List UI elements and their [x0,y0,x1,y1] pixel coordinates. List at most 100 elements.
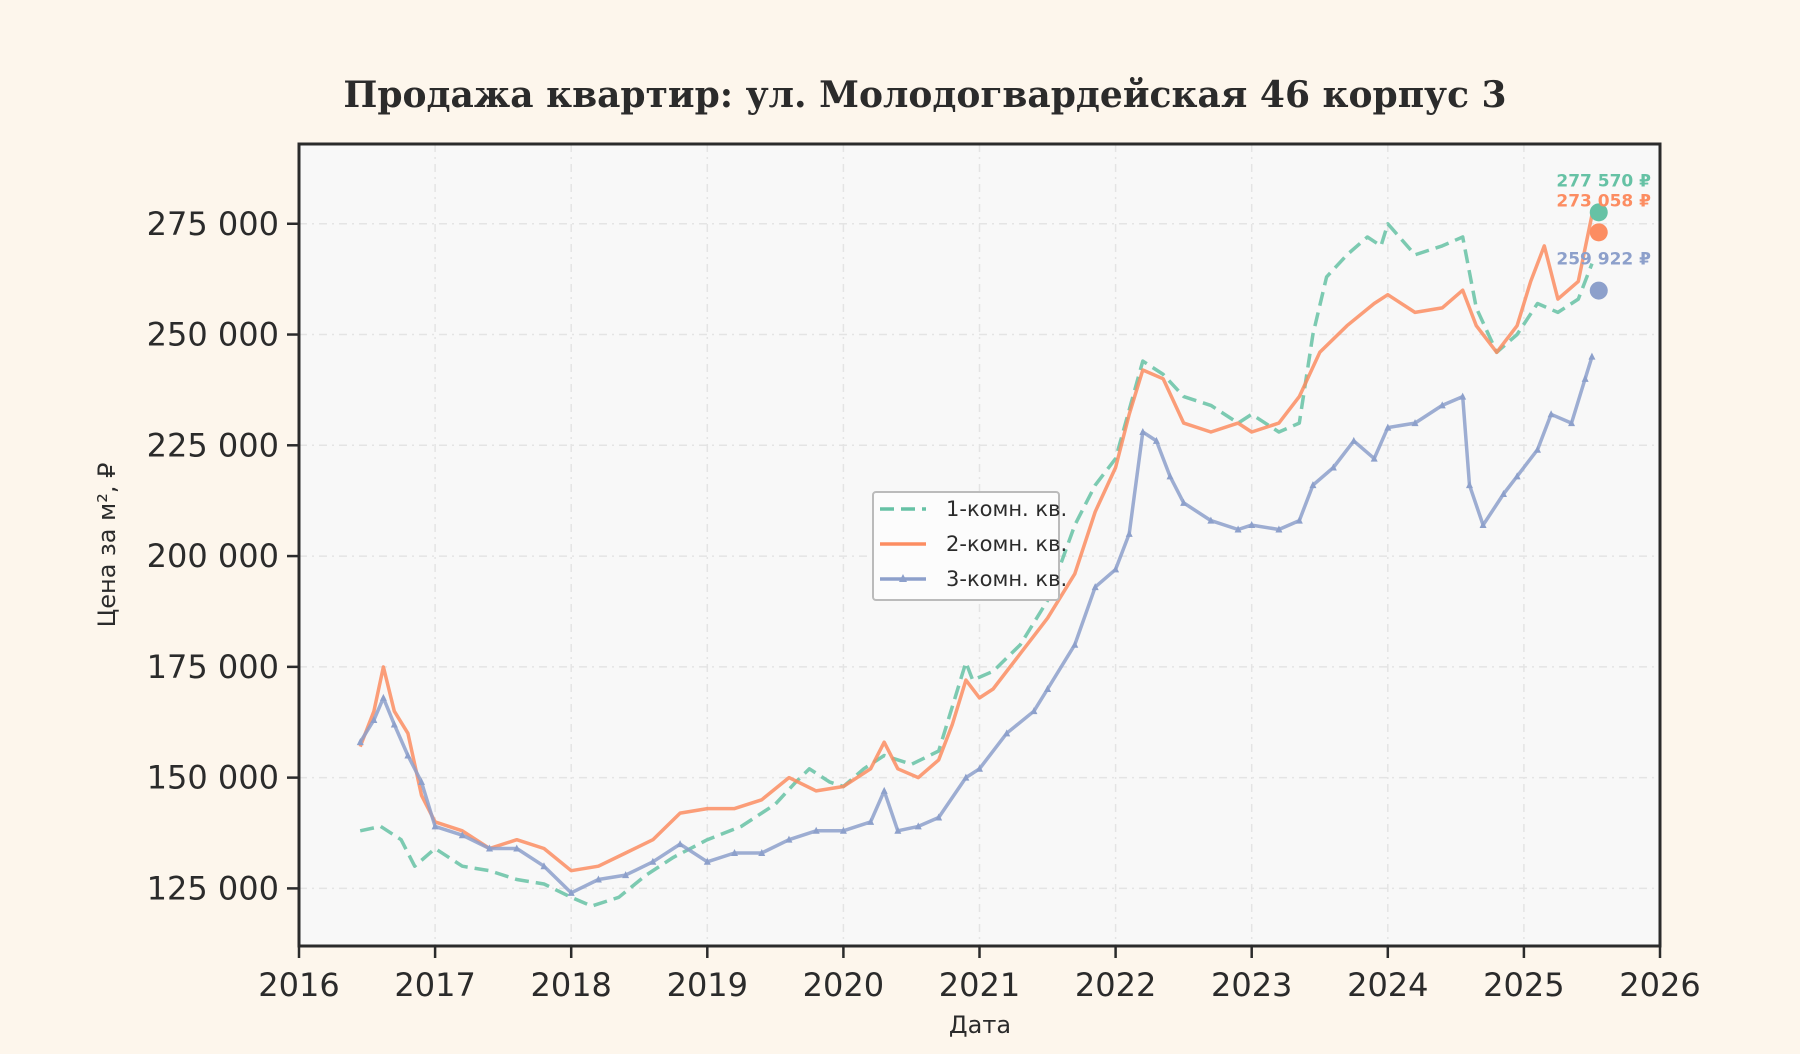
data-point [867,817,875,825]
data-point [486,844,494,852]
series-line [358,214,1594,873]
data-point [976,764,983,772]
data-point [1125,529,1133,537]
data-point [839,826,847,834]
data-point [1309,481,1317,489]
axis-ticks: 2016 2017 2018 2019 2020 2021 2022 2023 2024 2025… [147,205,1701,1004]
endpoint-label: 277 570 ₽ [1556,171,1651,191]
y-tick-label: 250 000 [147,316,279,354]
x-tick-label: 2016 [258,966,339,1004]
data-point [894,826,902,834]
data-point [962,773,970,781]
endpoint-marker [1589,281,1608,300]
data-point [1499,490,1507,498]
data-point [390,720,398,728]
data-point [1581,374,1589,382]
data-point [880,786,888,794]
data-point [1350,436,1358,444]
data-point [731,848,739,856]
data-point [404,751,412,759]
data-point [1370,454,1378,462]
data-point [1139,428,1147,436]
x-tick-label: 2022 [1075,966,1156,1004]
y-tick-label: 125 000 [147,869,279,907]
data-point [1152,436,1160,444]
series-1 [359,222,1594,908]
data-point [1166,472,1174,480]
data-point [1295,516,1303,524]
data-point [417,778,425,786]
legend: 1-комн. кв. 2-комн. кв. 3-комн. кв. [872,491,1067,601]
y-tick-label: 200 000 [147,537,279,575]
data-point [1329,463,1337,471]
y-tick-label: 150 000 [147,759,279,797]
endpoint-markers: 277 570 ₽273 058 ₽ 259 922 ₽ [1556,171,1651,300]
series-line [358,356,1594,895]
data-point [676,840,684,848]
series-line [359,222,1594,908]
y-tick-label: 225 000 [147,426,279,464]
y-tick-label: 175 000 [147,648,279,686]
data-point [935,813,943,821]
endpoint-label: 273 058 ₽ [1556,191,1651,211]
series-2 [358,214,1594,873]
data-point [1003,729,1011,737]
data-point [812,826,820,834]
data-point [649,857,657,865]
x-tick-label: 2020 [803,966,884,1004]
data-point [513,844,521,852]
data-point [540,862,548,870]
data-point [1513,472,1521,480]
y-axis-label: Цена за м², ₽ [93,463,121,628]
endpoint-marker [1589,223,1608,242]
data-point [379,693,387,701]
data-point [785,835,793,843]
data-point [1438,401,1446,409]
data-point [1234,525,1242,533]
x-axis-label: Дата [949,1011,1011,1039]
x-tick-label: 2025 [1483,966,1564,1004]
data-point [1547,410,1555,418]
data-point [703,857,711,865]
endpoint-label: 259 922 ₽ [1556,250,1651,270]
legend-label: 3-комн. кв. [946,567,1067,591]
data-point [567,888,575,896]
legend-label: 2-комн. кв. [946,532,1067,556]
data-point [1568,419,1576,427]
x-tick-label: 2017 [394,966,475,1004]
legend-box [872,491,1060,601]
data-point [1275,525,1283,533]
x-tick-label: 2021 [939,966,1020,1004]
data-point [356,738,364,746]
x-tick-label: 2024 [1347,966,1428,1004]
data-point [1588,352,1596,360]
data-point [431,822,439,830]
data-point [1071,640,1079,648]
data-point [1207,516,1215,524]
data-point [1044,685,1052,693]
x-tick-label: 2023 [1211,966,1292,1004]
data-point [1384,423,1392,431]
legend-marker [899,574,907,582]
data-point [622,871,630,879]
data-point [1465,481,1473,489]
legend-label: 1-комн. кв. [946,497,1067,521]
data-point [594,875,602,883]
data-point [914,822,922,830]
data-point [1030,707,1038,715]
data-point [458,831,466,839]
data-point [1112,565,1120,573]
data-point [1459,392,1467,400]
x-tick-label: 2019 [667,966,748,1004]
data-point [1411,419,1419,427]
endpoint-marker [1589,203,1608,222]
data-point [370,716,378,724]
series-layer [356,214,1596,908]
x-tick-label: 2026 [1619,966,1700,1004]
data-point [1091,583,1099,591]
x-tick-label: 2018 [530,966,611,1004]
data-point [758,848,766,856]
series-3 [356,352,1596,896]
